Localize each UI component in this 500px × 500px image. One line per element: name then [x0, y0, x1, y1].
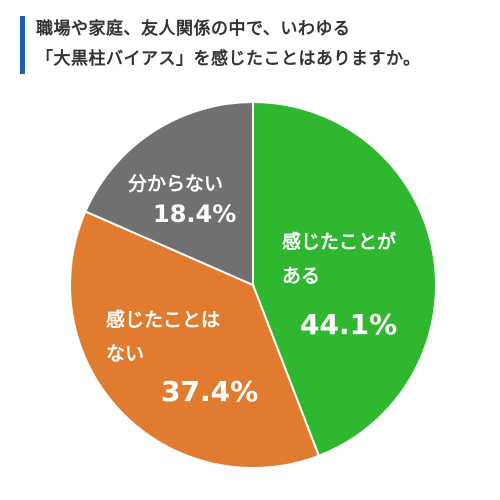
slice-2-label-line-2: ない [106, 343, 144, 365]
slice-2-value-label: 37.4% [161, 375, 258, 408]
chart-title-line-2: 「大黒柱バイアス」を感じたことはありますか。 [36, 49, 421, 69]
chart-title: 職場や家庭、友人関係の中で、いわゆる 「大黒柱バイアス」を感じたことはありますか… [36, 14, 486, 74]
chart-title-line-1: 職場や家庭、友人関係の中で、いわゆる [36, 19, 351, 39]
slice-2-label-line-1: 感じたことは [106, 308, 220, 331]
title-accent-bar [20, 16, 25, 74]
slice-1-value-label: 44.1% [300, 308, 397, 341]
pie-slice-3 [84, 100, 254, 287]
pie-slices [69, 100, 437, 469]
pie-slice-1 [252, 100, 437, 458]
pie-slice-2 [69, 210, 321, 469]
slice-1-label-line-2: ある [282, 265, 320, 287]
slice-3-value-label: 18.4% [153, 200, 236, 228]
slice-3-label-line-1: 分からない [128, 173, 223, 195]
slice-1-label-line-1: 感じたことが [282, 230, 396, 253]
